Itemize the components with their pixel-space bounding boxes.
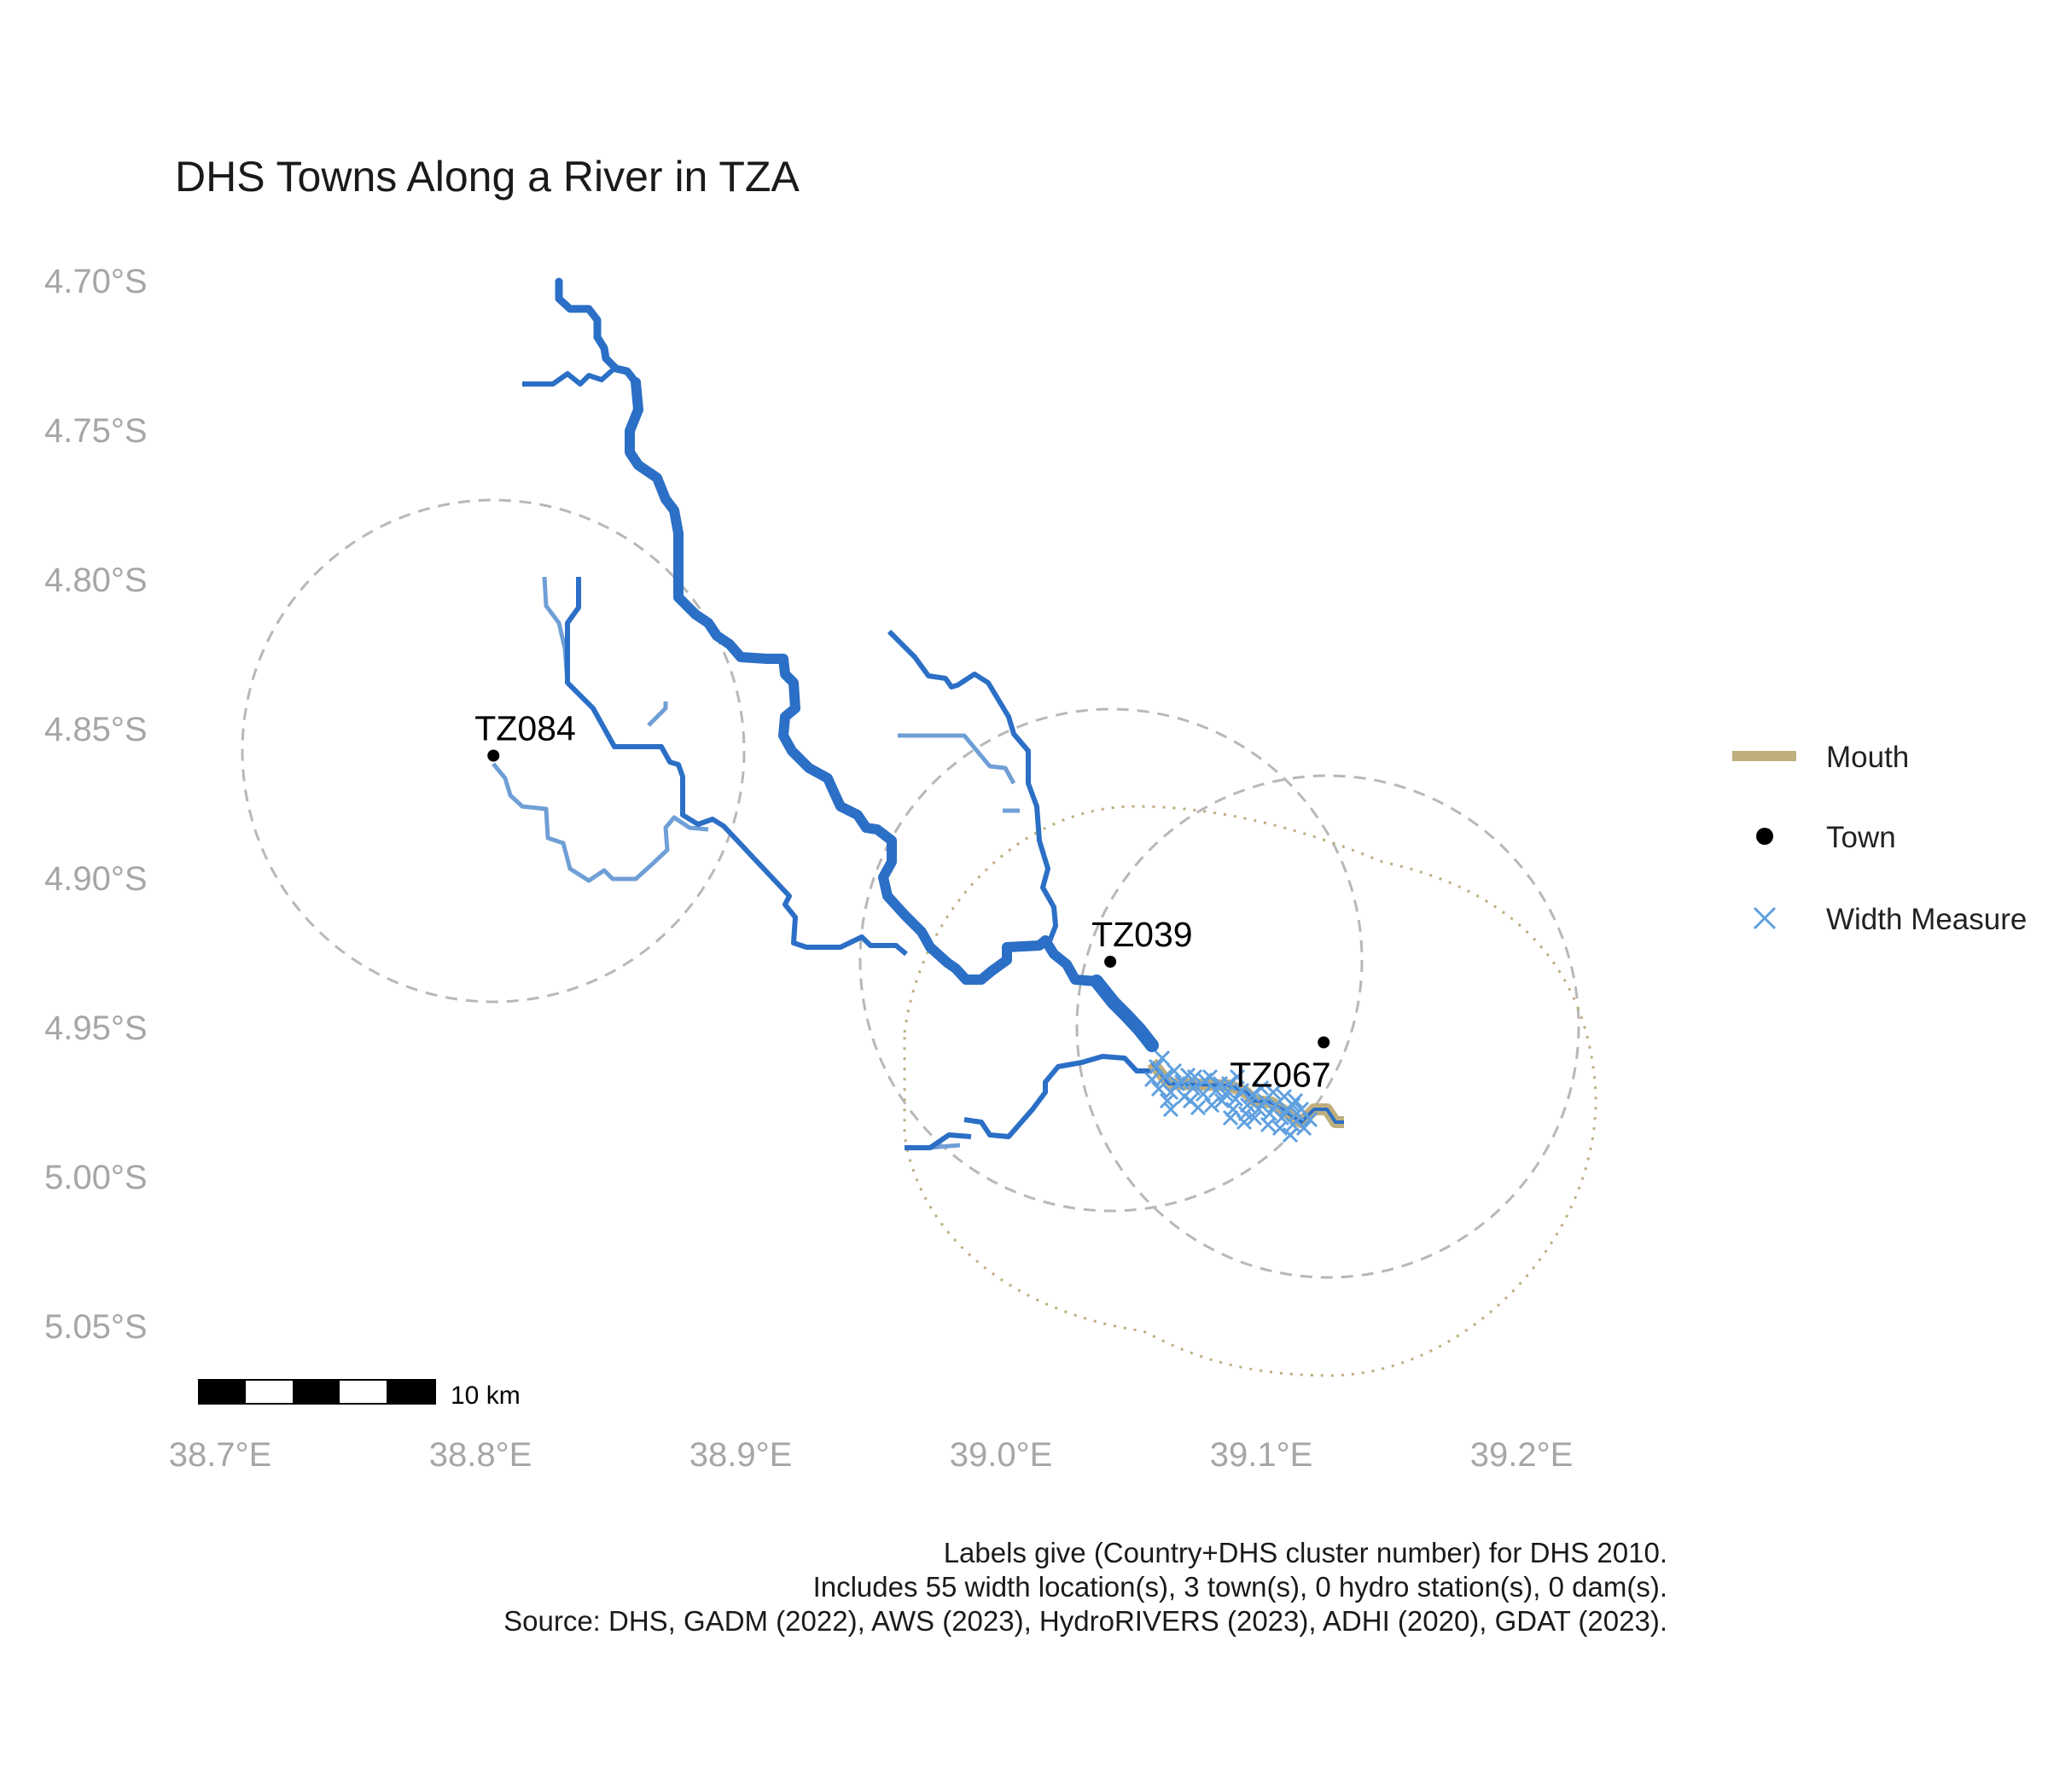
width-measure-marker xyxy=(1250,1101,1267,1118)
width-measure-marker xyxy=(1217,1085,1234,1103)
scale-bar: 10 km xyxy=(198,1379,521,1410)
width-measure-marker xyxy=(1301,1111,1318,1128)
tributaries-light xyxy=(492,576,1020,1150)
caption-line: Source: DHS, GADM (2022), AWS (2023), Hy… xyxy=(503,1605,1667,1637)
width-measure-marker xyxy=(1229,1068,1246,1085)
river-segment xyxy=(522,364,618,387)
width-measure-marker xyxy=(1207,1082,1225,1099)
scale-bar-block xyxy=(293,1380,340,1404)
width-measure-marker xyxy=(1282,1126,1299,1143)
width-measure-marker xyxy=(1236,1114,1253,1131)
width-measure-marker xyxy=(1225,1101,1242,1118)
width-measure-marker xyxy=(1295,1120,1312,1137)
river-segment xyxy=(905,1132,972,1150)
width-measure-marker xyxy=(1156,1068,1173,1085)
caption-line: Includes 55 width location(s), 3 town(s)… xyxy=(812,1571,1667,1603)
width-measure-marker xyxy=(1162,1101,1179,1118)
mouth-buffer xyxy=(903,805,1597,1377)
map-title: DHS Towns Along a River in TZA xyxy=(175,153,800,201)
width-measure-marker xyxy=(1176,1088,1193,1105)
x-tick-label: 38.9°E xyxy=(689,1436,793,1474)
river-segment xyxy=(898,733,1016,785)
width-measure-marker xyxy=(1260,1116,1277,1133)
width-measure-marker xyxy=(1284,1097,1301,1114)
legend-label-mouth: Mouth xyxy=(1826,741,1909,774)
y-tick-label: 4.80°S xyxy=(44,561,148,599)
river-segment xyxy=(565,577,908,957)
river-segment xyxy=(555,277,640,387)
scale-bar-label: 10 km xyxy=(451,1382,521,1410)
river-segment xyxy=(963,1054,1152,1139)
y-tick-label: 5.05°S xyxy=(44,1308,148,1346)
legend-town-key xyxy=(1756,828,1773,845)
y-tick-label: 4.85°S xyxy=(44,711,148,748)
river-segment xyxy=(625,377,1102,986)
river-segment xyxy=(542,576,570,684)
y-axis: 4.70°S 4.75°S 4.80°S 4.85°S 4.90°S 4.95°… xyxy=(44,263,148,1346)
town-point xyxy=(1318,1036,1330,1049)
width-measure-marker xyxy=(1201,1068,1219,1085)
width-measure-marker xyxy=(1212,1075,1229,1092)
x-tick-label: 38.7°E xyxy=(169,1436,272,1474)
y-tick-label: 5.00°S xyxy=(44,1159,148,1196)
tributaries xyxy=(522,364,1152,1150)
width-measure-marker xyxy=(1253,1079,1270,1097)
town-label: TZ067 xyxy=(1230,1056,1331,1095)
y-tick-label: 4.70°S xyxy=(44,263,148,300)
legend-label-town: Town xyxy=(1826,821,1896,854)
width-measure-marker xyxy=(1195,1085,1212,1103)
buffer-circle xyxy=(241,498,746,1004)
river-segment xyxy=(887,629,1061,958)
caption-line: Labels give (Country+DHS cluster number)… xyxy=(943,1537,1667,1568)
width-measure-marker xyxy=(1179,1067,1196,1084)
x-tick-label: 39.2°E xyxy=(1470,1436,1574,1474)
river-segment xyxy=(492,762,709,883)
towns: TZ084 TZ039 TZ067 xyxy=(474,709,1330,1095)
width-measure-marker xyxy=(1143,1071,1161,1088)
buffer-circle xyxy=(858,707,1364,1213)
x-tick-label: 39.0°E xyxy=(950,1436,1053,1474)
width-measure-marker xyxy=(1233,1082,1250,1099)
y-tick-label: 4.75°S xyxy=(44,412,148,450)
town-point xyxy=(487,749,500,762)
river-segment xyxy=(1090,975,1159,1052)
width-measure-marker xyxy=(1265,1084,1282,1101)
width-measure-marker xyxy=(1159,1092,1176,1109)
width-measure-marker xyxy=(1190,1099,1207,1116)
width-measure-marker xyxy=(1246,1109,1263,1126)
width-measure-marker xyxy=(1203,1097,1220,1114)
town-label: TZ084 xyxy=(474,709,576,748)
buffer-circle xyxy=(1075,774,1580,1279)
width-measure-marker xyxy=(1222,1109,1239,1126)
scale-bar-block xyxy=(199,1380,246,1404)
map-caption: Labels give (Country+DHS cluster number)… xyxy=(503,1536,1667,1638)
legend-width-measure-key xyxy=(1753,906,1777,930)
x-tick-label: 39.1°E xyxy=(1210,1436,1313,1474)
town-buffers xyxy=(241,498,1580,1279)
width-measure-marker xyxy=(1154,1050,1171,1067)
width-measures xyxy=(1143,1050,1318,1143)
town-point xyxy=(1104,956,1117,968)
river-segment xyxy=(647,701,668,727)
x-axis: 38.7°E 38.8°E 38.9°E 39.0°E 39.1°E 39.2°… xyxy=(169,1436,1574,1474)
width-measure-marker xyxy=(1150,1080,1167,1097)
y-tick-label: 4.95°S xyxy=(44,1009,148,1047)
legend: Mouth Town Width Measure xyxy=(1732,741,2027,936)
width-measure-marker xyxy=(1166,1062,1183,1079)
town-label: TZ039 xyxy=(1091,915,1193,954)
y-tick-label: 4.90°S xyxy=(44,860,148,898)
x-tick-label: 38.8°E xyxy=(429,1436,532,1474)
width-measure-marker xyxy=(1271,1120,1289,1137)
legend-label-width-measure: Width Measure xyxy=(1826,903,2027,936)
scale-bar-block xyxy=(387,1380,435,1404)
main-river xyxy=(555,277,1159,1052)
